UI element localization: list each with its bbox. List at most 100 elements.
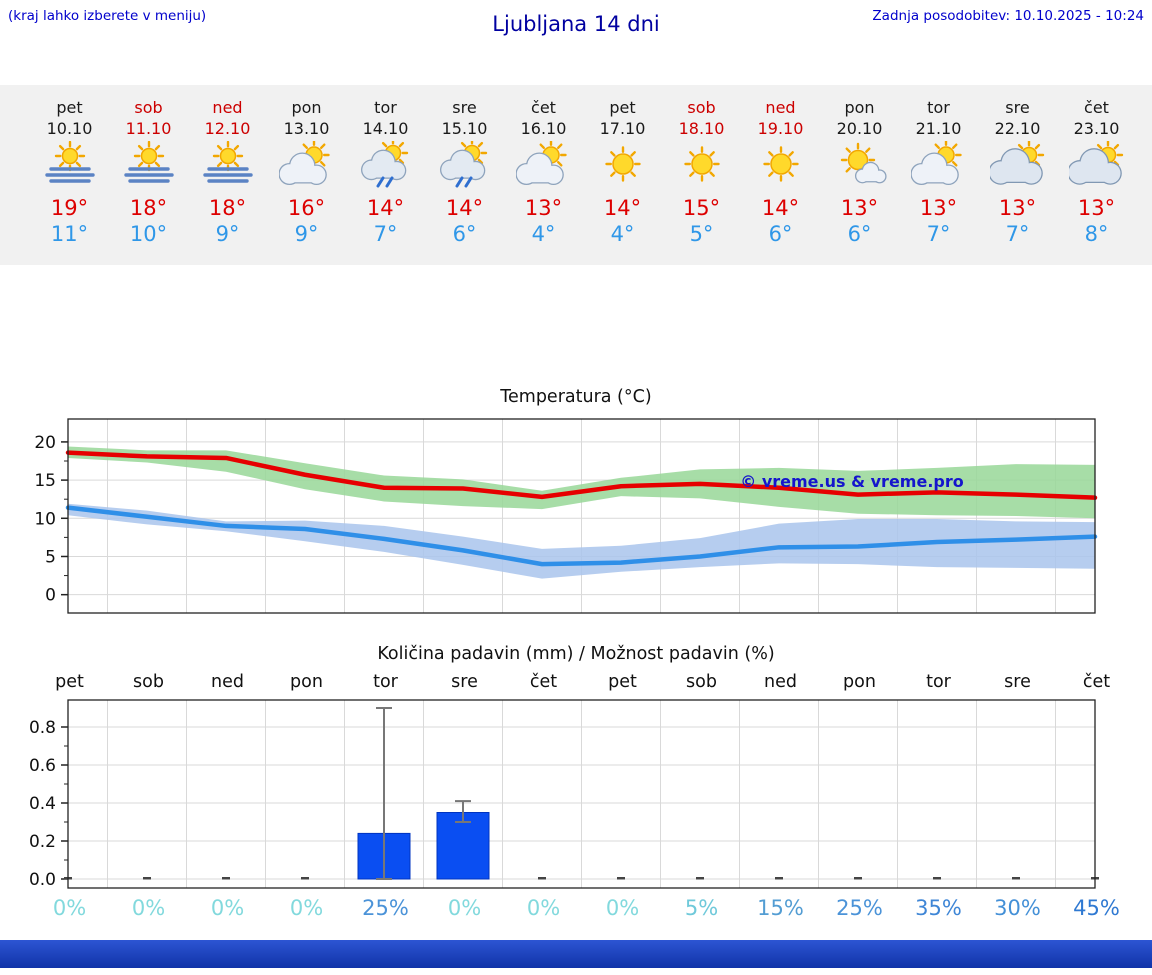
day-date: 18.10	[678, 119, 725, 138]
day-date: 14.10	[362, 119, 409, 138]
last-update: Zadnja posodobitev: 10.10.2025 - 10:24	[872, 8, 1144, 24]
precip-plot-border	[67, 699, 1096, 889]
precip-day-label: sob	[133, 672, 164, 692]
precip-day-labels-row: pet sob ned pon tor sre čet pet sob ned pon tor sre č…	[0, 672, 1152, 696]
high-temp: 15°	[682, 196, 721, 220]
forecast-day-15.10[interactable]: sre 15.10 14° 6°	[425, 97, 504, 265]
sunny-icon	[583, 141, 662, 193]
fog-sun-icon	[109, 141, 188, 193]
low-temp: 10°	[129, 222, 168, 246]
low-temp: 7°	[1005, 222, 1030, 246]
low-temp: 9°	[294, 222, 319, 246]
sun-cloud-icon	[899, 141, 978, 193]
precip-day-label: ned	[764, 672, 797, 692]
forecast-day-21.10[interactable]: tor 21.10 13° 7°	[899, 97, 978, 265]
forecast-day-17.10[interactable]: pet 17.10 14° 4°	[583, 97, 662, 265]
watermark-link[interactable]: © vreme.us & vreme.pro	[740, 472, 963, 491]
precip-probability: 0%	[210, 896, 245, 920]
low-temp: 11°	[50, 222, 89, 246]
menu-note: (kraj lahko izberete v meniju)	[8, 8, 207, 24]
precip-probability: 25%	[362, 896, 409, 920]
precip-probability: 0%	[526, 896, 561, 920]
precip-probability: 5%	[684, 896, 719, 920]
low-temp: 7°	[373, 222, 398, 246]
precip-day-label: pet	[55, 672, 84, 692]
fog-sun-icon	[188, 141, 267, 193]
day-name: pet	[56, 98, 83, 117]
low-temp: 4°	[531, 222, 556, 246]
precip-day-label: ned	[211, 672, 244, 692]
max temperatura-line	[65, 450, 1098, 500]
forecast-day-22.10[interactable]: sre 22.10 13° 7°	[978, 97, 1057, 265]
low-temp: 8°	[1084, 222, 1109, 246]
bottom-bar	[0, 940, 1152, 968]
precip-day-label: čet	[529, 672, 558, 692]
forecast-strip: pet 10.10 19° 11° sob 11.10 18° 10° ned 12.10 18° 9…	[0, 85, 1152, 265]
high-temp: 13°	[1077, 196, 1116, 220]
high-temp: 14°	[445, 196, 484, 220]
day-date: 19.10	[757, 119, 804, 138]
day-name: ned	[212, 98, 243, 117]
forecast-day-20.10[interactable]: pon 20.10 13° 6°	[820, 97, 899, 265]
precip-ytick: 0.4	[29, 794, 56, 814]
precip-day-label: čet	[1082, 672, 1111, 692]
topbar: (kraj lahko izberete v meniju) Ljubljana…	[0, 0, 1152, 85]
forecast-day-19.10[interactable]: ned 19.10 14° 6°	[741, 97, 820, 265]
day-date: 16.10	[520, 119, 567, 138]
sun-cloud-icon	[504, 141, 583, 193]
precip-day-label: pon	[290, 672, 323, 692]
min temperatura-band	[68, 503, 1095, 579]
high-temp: 13°	[524, 196, 563, 220]
day-date: 22.10	[994, 119, 1041, 138]
precip-chart-title: Količina padavin (mm) / Možnost padavin …	[377, 644, 775, 664]
day-date: 10.10	[46, 119, 93, 138]
day-name: tor	[374, 98, 397, 117]
precip-probability: 0%	[131, 896, 166, 920]
precip-day-label: sob	[686, 672, 717, 692]
low-temp: 5°	[689, 222, 714, 246]
day-name: čet	[1084, 98, 1109, 117]
high-temp: 14°	[366, 196, 405, 220]
precip-probability: 0%	[52, 896, 87, 920]
forecast-day-12.10[interactable]: ned 12.10 18° 9°	[188, 97, 267, 265]
sunny-icon	[741, 141, 820, 193]
temp-ytick: 10	[34, 509, 56, 529]
sun-cloud-icon	[267, 141, 346, 193]
precip-ytick: 0.8	[29, 718, 56, 738]
precip-bar-sre	[436, 812, 490, 880]
high-temp: 19°	[50, 196, 89, 220]
precip-probability: 45%	[1073, 896, 1120, 920]
day-date: 13.10	[283, 119, 330, 138]
precip-day-label: tor	[373, 672, 398, 692]
precip-probability: 30%	[994, 896, 1041, 920]
low-temp: 7°	[926, 222, 951, 246]
day-date: 15.10	[441, 119, 488, 138]
high-temp: 16°	[287, 196, 326, 220]
precip-probability: 35%	[915, 896, 962, 920]
temp-ytick: 15	[34, 471, 56, 491]
forecast-day-10.10[interactable]: pet 10.10 19° 11°	[30, 97, 109, 265]
precip-ytick: 0.6	[29, 756, 56, 776]
forecast-day-18.10[interactable]: sob 18.10 15° 5°	[662, 97, 741, 265]
high-temp: 13°	[998, 196, 1037, 220]
high-temp: 18°	[129, 196, 168, 220]
precip-day-label: tor	[926, 672, 951, 692]
forecast-day-13.10[interactable]: pon 13.10 16° 9°	[267, 97, 346, 265]
day-name: pet	[609, 98, 636, 117]
forecast-day-14.10[interactable]: tor 14.10 14° 7°	[346, 97, 425, 265]
precip-probability: 0%	[605, 896, 640, 920]
low-temp: 6°	[847, 222, 872, 246]
precip-probability: 15%	[757, 896, 804, 920]
low-temp: 9°	[215, 222, 240, 246]
low-temp: 6°	[768, 222, 793, 246]
forecast-day-16.10[interactable]: čet 16.10 13° 4°	[504, 97, 583, 265]
forecast-day-11.10[interactable]: sob 11.10 18° 10°	[109, 97, 188, 265]
day-name: čet	[531, 98, 556, 117]
forecast-day-23.10[interactable]: čet 23.10 13° 8°	[1057, 97, 1136, 265]
precip-day-label: sre	[1004, 672, 1031, 692]
high-temp: 18°	[208, 196, 247, 220]
precip-ytick: 0.2	[29, 832, 56, 852]
sun-small-cloud-icon	[820, 141, 899, 193]
day-date: 21.10	[915, 119, 962, 138]
